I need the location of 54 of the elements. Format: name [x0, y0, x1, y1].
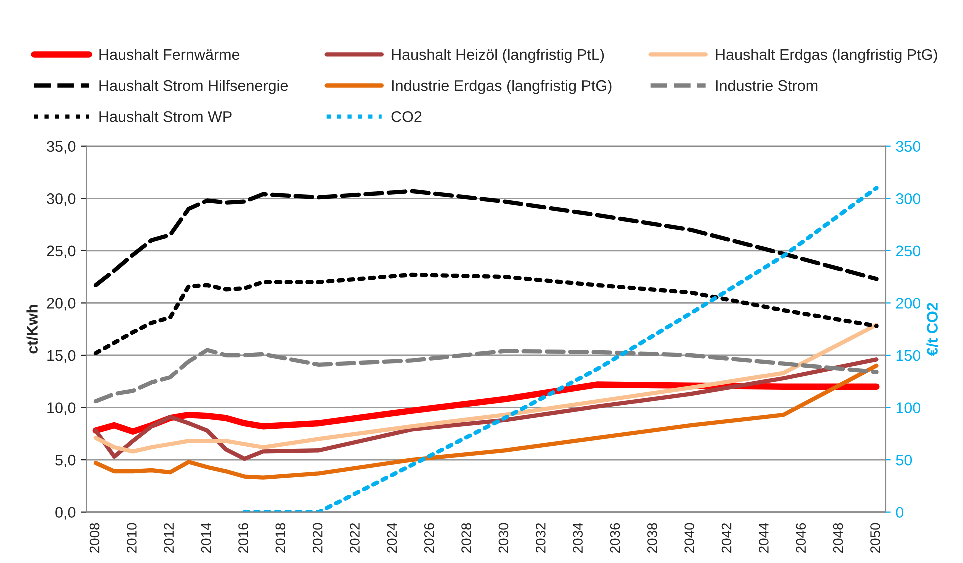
legend-label: Haushalt Strom Hilfsenergie	[100, 80, 288, 94]
legend-label: Haushalt Erdgas (langfristig PtG)	[716, 48, 938, 64]
y2-tick-label: 150	[896, 350, 921, 362]
x-tick-label: 2008	[90, 523, 100, 553]
x-tick-label: 2036	[610, 523, 620, 553]
y-tick-label: 10,0	[48, 402, 76, 416]
legend-label: Haushalt Heizöl (langfristig PtL)	[392, 48, 604, 64]
legend-label: Haushalt Strom WP	[100, 111, 232, 122]
y-tick-label: 5,0	[56, 454, 76, 468]
y2-tick-label: 0	[896, 507, 904, 518]
line-series	[242, 186, 879, 512]
x-tick-label: 2048	[833, 523, 844, 553]
x-tick-label: 2032	[536, 523, 546, 553]
y-axis-title: ct/Kwh	[26, 305, 38, 354]
y2-tick-label: 50	[896, 454, 912, 466]
x-tick-label: 2014	[201, 523, 212, 553]
y2-tick-label: 250	[896, 246, 921, 257]
x-tick-label: 2038	[648, 523, 658, 553]
x-tick-label: 2034	[573, 523, 583, 553]
legend-label: CO2	[392, 111, 422, 122]
legend-label: Industrie Strom	[716, 80, 818, 92]
line-series	[94, 323, 879, 454]
x-tick-label: 2044	[759, 523, 769, 553]
line-series	[94, 348, 879, 404]
x-tick-label: 2020	[312, 523, 323, 553]
y-tick-label: 15,0	[48, 350, 76, 363]
line-series	[94, 189, 879, 288]
x-tick-label: 2012	[164, 523, 174, 553]
x-tick-label: 2022	[350, 523, 360, 553]
y-tick-label: 25,0	[47, 246, 76, 258]
x-tick-label: 2018	[276, 523, 286, 553]
y2-tick-label: 200	[896, 298, 921, 309]
x-tick-label: 2040	[684, 523, 695, 553]
x-tick-label: 2026	[424, 523, 434, 553]
x-tick-label: 2010	[127, 523, 137, 553]
x-tick-label: 2016	[238, 523, 248, 553]
x-tick-label: 2050	[870, 523, 880, 553]
x-tick-label: 2042	[722, 523, 732, 553]
line-series	[94, 358, 879, 462]
legend-label: Haushalt Fernwärme	[100, 48, 240, 60]
y-tick-label: 20,0	[47, 298, 76, 311]
y-tick-label: 30,0	[47, 194, 76, 206]
x-tick-label: 2028	[462, 523, 472, 553]
y2-tick-label: 100	[896, 402, 921, 414]
y2-tick-label: 350	[896, 141, 921, 152]
line-series	[94, 364, 879, 480]
x-tick-label: 2030	[498, 523, 509, 553]
y2-axis-title: €/t CO2	[926, 303, 938, 356]
y-tick-label: 35,0	[47, 141, 76, 154]
y-tick-label: 0,0	[56, 507, 76, 520]
x-tick-label: 2024	[387, 523, 398, 553]
legend-label: Industrie Erdgas (langfristig PtG)	[392, 80, 612, 94]
y2-tick-label: 300	[896, 194, 921, 204]
x-tick-label: 2046	[796, 523, 806, 553]
